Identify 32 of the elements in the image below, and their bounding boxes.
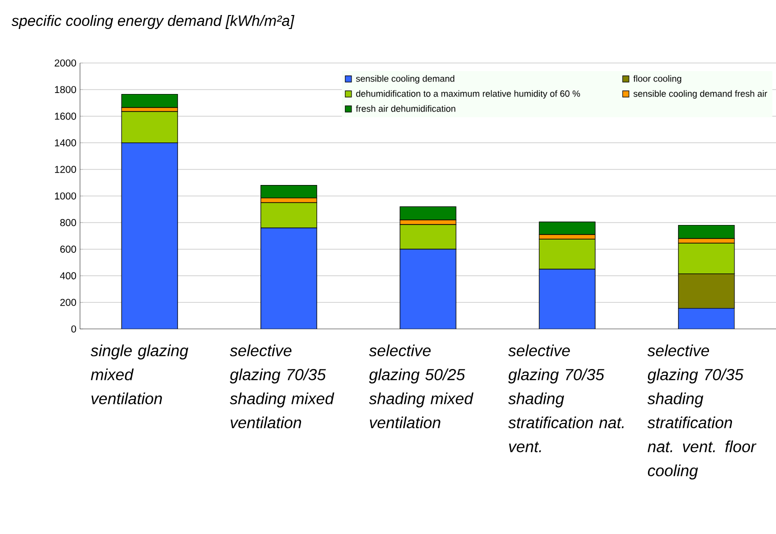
bar [678, 308, 735, 329]
y-tick-label: 600 [60, 246, 76, 253]
y-tick-label: 800 [60, 219, 76, 226]
bar [539, 269, 596, 329]
bar [400, 206, 456, 220]
chart-title: specific cooling energy demand [kWh/m²a] [12, 15, 294, 29]
y-tick-label: 200 [60, 298, 76, 306]
legend-label: dehumidification to a maximum relative humidity of 60 % [356, 90, 580, 99]
legend-label: sensible cooling demand fresh air [633, 90, 768, 99]
x-tick-label: selective glazing 70/35 shading mixed ventilation [230, 344, 334, 428]
bar [260, 185, 318, 198]
bar [260, 228, 317, 329]
bar [121, 94, 178, 108]
y-tick-label: 1000 [54, 192, 76, 200]
y-tick-label: 1800 [54, 86, 76, 94]
y-tick-label: 1400 [54, 139, 76, 146]
legend-label: fresh air dehumidification [356, 105, 456, 112]
bar [538, 222, 596, 235]
x-tick-label: selective glazing 50/25 shading mixed ventilation [369, 344, 474, 428]
x-tick-label: selective glazing 70/35 shading stratification nat. vent. floor cooling [647, 344, 756, 480]
y-tick-label: 1600 [54, 112, 76, 120]
bar [678, 224, 735, 239]
x-tick-label: selective glazing 70/35 shading stratification nat. vent. [508, 344, 624, 452]
y-tick-label: 1200 [54, 166, 76, 173]
y-tick-label: 2000 [54, 59, 76, 67]
y-tick-label: 400 [60, 272, 76, 280]
bar [122, 142, 178, 329]
y-tick-label: 0 [71, 325, 76, 333]
bar [400, 249, 456, 329]
legend-label: floor cooling [633, 75, 682, 84]
x-tick-label: single glazing mixed ventilation [90, 344, 188, 404]
legend-label: sensible cooling demand [356, 75, 454, 84]
